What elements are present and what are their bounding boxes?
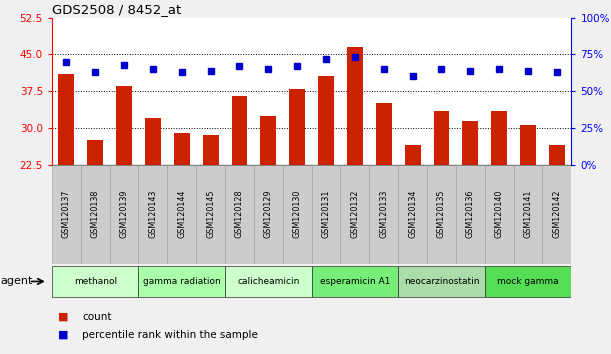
Text: calicheamicin: calicheamicin bbox=[237, 277, 299, 286]
Bar bbox=[318, 76, 334, 275]
Text: GSM120130: GSM120130 bbox=[293, 190, 302, 238]
Bar bbox=[369, 165, 398, 264]
Text: GSM120136: GSM120136 bbox=[466, 190, 475, 238]
Bar bbox=[52, 165, 81, 264]
Bar bbox=[312, 266, 398, 297]
Bar bbox=[404, 145, 420, 275]
Bar bbox=[340, 165, 369, 264]
Bar bbox=[139, 165, 167, 264]
Bar bbox=[81, 165, 109, 264]
Text: GSM120129: GSM120129 bbox=[264, 190, 273, 239]
Text: GSM120140: GSM120140 bbox=[495, 190, 503, 238]
Bar bbox=[514, 165, 543, 264]
Text: GSM120144: GSM120144 bbox=[177, 190, 186, 238]
Text: GSM120143: GSM120143 bbox=[148, 190, 158, 238]
Bar bbox=[427, 165, 456, 264]
Text: esperamicin A1: esperamicin A1 bbox=[320, 277, 390, 286]
Bar bbox=[232, 96, 247, 275]
Bar bbox=[167, 165, 196, 264]
Bar bbox=[225, 266, 312, 297]
Bar bbox=[260, 116, 276, 275]
Text: percentile rank within the sample: percentile rank within the sample bbox=[82, 330, 258, 339]
Text: gamma radiation: gamma radiation bbox=[143, 277, 221, 286]
Bar bbox=[109, 165, 139, 264]
Bar bbox=[520, 125, 536, 275]
Text: GSM120139: GSM120139 bbox=[120, 190, 128, 239]
Bar bbox=[289, 89, 305, 275]
Bar bbox=[549, 145, 565, 275]
Bar bbox=[376, 103, 392, 275]
Text: neocarzinostatin: neocarzinostatin bbox=[404, 277, 479, 286]
Text: GSM120138: GSM120138 bbox=[90, 190, 100, 238]
Bar bbox=[398, 165, 427, 264]
Bar bbox=[456, 165, 485, 264]
Bar bbox=[145, 118, 161, 275]
Bar bbox=[203, 135, 219, 275]
Text: GSM120128: GSM120128 bbox=[235, 190, 244, 239]
Bar bbox=[463, 120, 478, 275]
Text: GSM120134: GSM120134 bbox=[408, 190, 417, 238]
Bar bbox=[87, 140, 103, 275]
Bar bbox=[139, 266, 225, 297]
Bar bbox=[398, 266, 485, 297]
Bar bbox=[59, 74, 75, 275]
Text: count: count bbox=[82, 312, 112, 322]
Text: mock gamma: mock gamma bbox=[497, 277, 559, 286]
Bar bbox=[434, 111, 449, 275]
Bar bbox=[485, 266, 571, 297]
Text: GSM120145: GSM120145 bbox=[206, 190, 215, 239]
Text: GSM120133: GSM120133 bbox=[379, 190, 388, 238]
Text: GSM120132: GSM120132 bbox=[350, 190, 359, 239]
Text: GSM120141: GSM120141 bbox=[524, 190, 533, 238]
Text: methanol: methanol bbox=[74, 277, 117, 286]
Text: ■: ■ bbox=[58, 330, 68, 339]
Bar bbox=[116, 86, 132, 275]
Bar bbox=[254, 165, 283, 264]
Text: agent: agent bbox=[0, 276, 32, 286]
Bar bbox=[52, 266, 139, 297]
Text: GDS2508 / 8452_at: GDS2508 / 8452_at bbox=[52, 3, 181, 16]
Bar bbox=[174, 133, 189, 275]
Bar bbox=[225, 165, 254, 264]
Text: ■: ■ bbox=[58, 312, 68, 322]
Text: GSM120135: GSM120135 bbox=[437, 190, 446, 239]
Bar bbox=[347, 47, 363, 275]
Bar bbox=[491, 111, 507, 275]
Text: GSM120131: GSM120131 bbox=[321, 190, 331, 238]
Text: GSM120142: GSM120142 bbox=[552, 190, 562, 239]
Bar bbox=[196, 165, 225, 264]
Text: GSM120137: GSM120137 bbox=[62, 190, 71, 239]
Bar bbox=[283, 165, 312, 264]
Bar bbox=[485, 165, 514, 264]
Bar bbox=[312, 165, 340, 264]
Bar bbox=[543, 165, 571, 264]
